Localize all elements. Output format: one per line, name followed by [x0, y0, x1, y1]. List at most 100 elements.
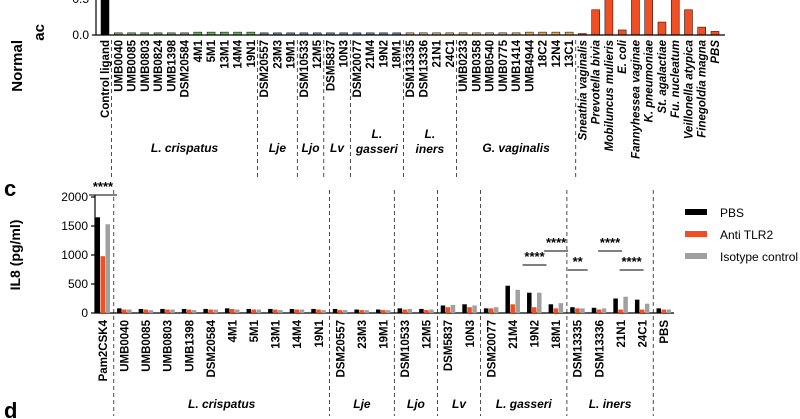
x-tick-label: DSM20584 [206, 319, 218, 377]
x-tick-label: 10N3 [465, 320, 477, 348]
bar [623, 296, 628, 313]
significance-label: **** [93, 179, 114, 194]
group-label: L. crispatus [151, 141, 219, 155]
x-tick-label: UMB0540 [485, 40, 497, 92]
legend-label: Isotype control [720, 250, 798, 264]
x-tick-label: 4M1 [193, 39, 205, 62]
bar [580, 308, 585, 313]
x-tick-label: UMB0085 [127, 39, 139, 91]
x-tick-label: 12N4 [551, 39, 563, 67]
x-tick-label: Finegoldia magna [697, 39, 709, 137]
y-tick-label: 1500 [61, 219, 88, 233]
x-tick-label: DSM5837 [443, 320, 455, 371]
group-label: Ljo [407, 397, 425, 411]
bar [558, 303, 564, 313]
bar [294, 309, 300, 313]
y-tick-label: 500 [68, 277, 88, 291]
group-label: Ljo [302, 141, 320, 155]
bar [229, 308, 235, 313]
bar [601, 308, 607, 313]
bar [570, 307, 575, 313]
x-tick-label: DSM20584 [180, 39, 192, 97]
x-tick-label: 21N1 [616, 319, 628, 347]
bar [342, 310, 348, 313]
x-tick-label: UMB0358 [471, 39, 483, 91]
bar [191, 310, 197, 313]
bar [548, 304, 554, 313]
x-tick-label: 4M1 [227, 319, 239, 342]
bar [170, 309, 175, 313]
bar [537, 292, 542, 313]
x-tick-label: Control ligand [100, 40, 112, 118]
group-label-line: iners [416, 142, 445, 156]
x-tick-label: DSM10533 [400, 320, 412, 378]
bar [445, 307, 451, 313]
significance-label: **** [524, 249, 545, 264]
bar [122, 309, 127, 313]
x-tick-label: 10N3 [339, 40, 351, 68]
bar [684, 9, 693, 36]
y-axis-label: ac [31, 24, 48, 41]
y-axis-label: Normal [9, 40, 26, 92]
bar [483, 308, 489, 313]
bar [467, 307, 472, 313]
group-label: Lv [330, 141, 345, 155]
bar [246, 308, 252, 313]
bar [332, 308, 338, 313]
legend-swatch [685, 231, 707, 237]
bar [278, 310, 283, 313]
bar [657, 21, 667, 36]
x-tick-label: Fannyhessea vaginae [630, 39, 642, 158]
bar [100, 0, 110, 36]
panel-letter: d [4, 398, 17, 419]
y-tick-label: 0 [81, 306, 88, 320]
bar [604, 0, 614, 36]
bar [181, 308, 187, 313]
bar [515, 289, 520, 313]
x-tick-label: 21M4 [508, 319, 520, 348]
x-tick-label: 5M1 [206, 39, 218, 62]
x-tick-label: 18M1 [392, 39, 404, 68]
x-tick-label: 19N2 [378, 40, 390, 68]
significance-label: ** [573, 254, 584, 269]
bar [596, 309, 602, 313]
bar [532, 307, 537, 313]
bar [213, 309, 218, 313]
bar [148, 310, 154, 313]
x-tick-label: DSM13335 [573, 319, 585, 377]
x-tick-label: DSM10533 [299, 40, 311, 98]
x-tick-label: 21N1 [432, 39, 444, 67]
bar [613, 298, 618, 313]
x-tick-label: UMB0775 [498, 39, 510, 91]
x-tick-label: UMB0824 [153, 39, 165, 91]
x-tick-label: DSM20557 [259, 40, 271, 98]
x-tick-label: UMB0040 [113, 40, 125, 92]
bar [337, 310, 343, 313]
group-label: Lv [452, 397, 467, 411]
bar [364, 310, 369, 313]
group-label: L. crispatus [188, 397, 256, 411]
bar [670, 0, 680, 36]
bar [424, 310, 429, 313]
group-label: Lje [269, 141, 287, 155]
bar [234, 309, 240, 313]
x-tick-label: 24C1 [445, 39, 457, 67]
group-label: G. vaginalis [482, 141, 550, 155]
x-tick-label: K. pneumoniae [644, 39, 656, 122]
x-tick-label: DSM13336 [418, 40, 430, 98]
x-tick-label: UMB1414 [511, 39, 523, 91]
plot-clip [100, 0, 720, 36]
x-tick-label: UMB0233 [458, 40, 470, 92]
x-tick-label: Pam2CSK4 [98, 319, 110, 381]
legend-swatch [685, 209, 707, 215]
x-tick-label: 14M4 [233, 39, 245, 68]
x-tick-label: UMB1398 [166, 39, 178, 91]
bar [311, 308, 316, 313]
x-tick-label: Sneathia vaginalis [577, 40, 589, 140]
bar [407, 308, 413, 313]
legend-swatch [685, 253, 707, 259]
x-tick-label: DSM20557 [335, 320, 347, 378]
x-tick-label: 14M4 [292, 319, 304, 348]
bar [273, 309, 278, 313]
x-tick-label: 18C2 [538, 40, 550, 68]
